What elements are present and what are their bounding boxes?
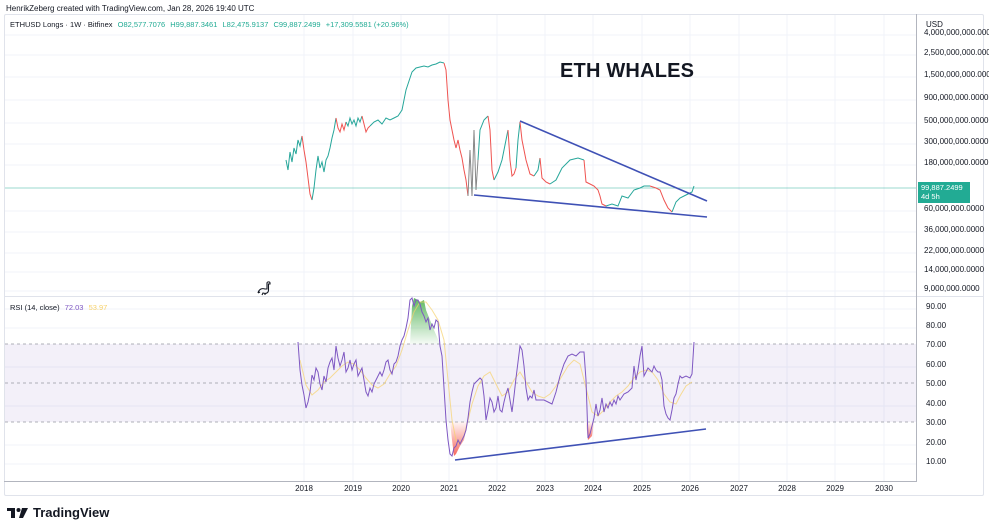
- symbol-legend[interactable]: ETHUSD Longs · 1W · Bitfinex O82,577.707…: [10, 20, 409, 29]
- wedge-trendlines: [473, 120, 708, 218]
- rsi-label: 90.00: [926, 302, 947, 311]
- ohlc-close: C99,887.2499: [273, 20, 321, 29]
- price-label: 180,000,000.0000: [924, 158, 989, 167]
- rsi-label: 80.00: [926, 321, 947, 330]
- year-label: 2022: [488, 484, 506, 493]
- rsi-label: 30.00: [926, 418, 947, 427]
- tradingview-logo[interactable]: TradingView: [7, 505, 109, 520]
- dinosaur-icon: [256, 280, 274, 301]
- rsi-legend[interactable]: RSI (14, close) 72.03 53.97: [10, 303, 107, 312]
- last-price-tag: 99,887.2499 4d 5h: [918, 182, 970, 203]
- rsi-oversold-fill: [450, 422, 468, 456]
- rsi-label: 40.00: [926, 399, 947, 408]
- price-label: 60,000,000.0000: [924, 204, 985, 213]
- year-label: 2030: [875, 484, 893, 493]
- price-label: 300,000,000.0000: [924, 137, 989, 146]
- rsi-title: RSI (14, close): [10, 303, 60, 312]
- ohlc-high: H99,887.3461: [170, 20, 218, 29]
- rsi-overbought-fill: [410, 298, 440, 344]
- tradingview-logo-icon: [7, 507, 28, 518]
- year-label: 2026: [681, 484, 699, 493]
- ohlc-change: +17,309.5581 (+20.96%): [325, 20, 409, 29]
- rsi-label: 50.00: [926, 379, 947, 388]
- price-label: 2,500,000,000.0000: [924, 48, 989, 57]
- price-label: 14,000,000.0000: [924, 265, 985, 274]
- price-label: 22,000,000.0000: [924, 246, 985, 255]
- rsi-label: 20.00: [926, 438, 947, 447]
- chart-frame: [4, 14, 984, 496]
- price-label: 1,500,000,000.0000: [924, 70, 989, 79]
- currency-label: USD: [926, 20, 943, 29]
- price-label: 900,000,000.0000: [924, 93, 989, 102]
- last-price-value: 99,887.2499: [921, 183, 963, 192]
- year-label: 2024: [584, 484, 602, 493]
- rsi-label: 60.00: [926, 360, 947, 369]
- year-label: 2019: [344, 484, 362, 493]
- year-label: 2029: [826, 484, 844, 493]
- chart-annotation-text: ETH WHALES: [560, 60, 695, 82]
- bar-countdown: 4d 5h: [921, 191, 940, 201]
- price-label: 500,000,000.0000: [924, 116, 989, 125]
- price-label: 9,000,000.0000: [924, 284, 980, 293]
- price-label: 36,000,000.0000: [924, 225, 985, 234]
- year-label: 2027: [730, 484, 748, 493]
- time-axis-line: [4, 481, 916, 482]
- price-axis-line: [916, 14, 917, 482]
- year-label: 2018: [295, 484, 313, 493]
- year-label: 2023: [536, 484, 554, 493]
- rsi-levels: [5, 343, 916, 423]
- year-label: 2025: [633, 484, 651, 493]
- rsi-value: 72.03: [64, 303, 84, 312]
- rsi-label: 70.00: [926, 340, 947, 349]
- pane-separator[interactable]: [4, 296, 984, 297]
- year-label: 2028: [778, 484, 796, 493]
- year-label: 2020: [392, 484, 410, 493]
- rsi-ma-line: [299, 301, 693, 445]
- symbol-title: ETHUSD Longs · 1W · Bitfinex: [10, 20, 113, 29]
- ohlc-low: L82,475.9137: [222, 20, 269, 29]
- year-label: 2021: [440, 484, 458, 493]
- rsi-line: [297, 297, 695, 457]
- rsi-label: 10.00: [926, 457, 947, 466]
- rsi-trendline: [454, 428, 707, 461]
- price-grid: [5, 15, 916, 481]
- tradingview-logo-text: TradingView: [33, 505, 110, 520]
- chart-credit: HenrikZeberg created with TradingView.co…: [6, 4, 255, 13]
- price-series: [285, 61, 695, 213]
- ohlc-open: O82,577.7076: [117, 20, 166, 29]
- price-label: 4,000,000,000.0000: [924, 28, 989, 37]
- rsi-ma-value: 53.97: [88, 303, 108, 312]
